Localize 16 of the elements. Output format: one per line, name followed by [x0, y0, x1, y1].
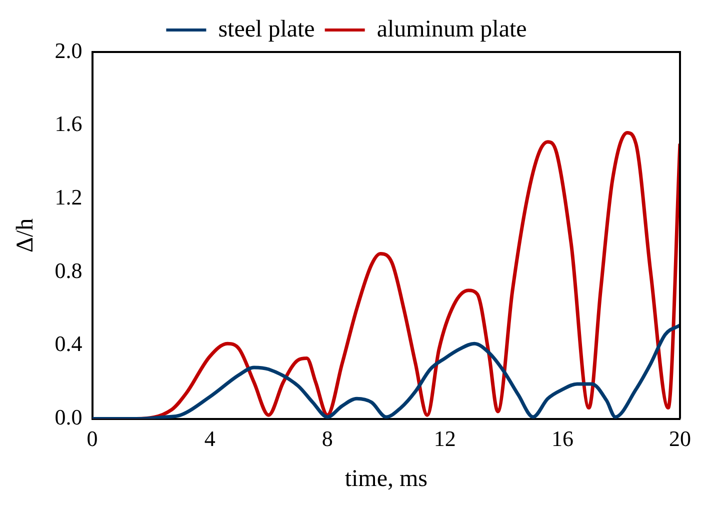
y-tick-label: 2.0 — [54, 38, 82, 63]
x-tick-label: 8 — [322, 426, 333, 451]
legend-label: aluminum plate — [376, 16, 527, 42]
x-tick-label: 12 — [434, 426, 456, 451]
x-tick-label: 4 — [204, 426, 216, 451]
x-axis-title: time, ms — [344, 466, 428, 492]
y-tick-label: 0.8 — [54, 258, 82, 283]
y-tick-label: 0.4 — [54, 331, 82, 356]
y-tick-label: 1.6 — [54, 111, 82, 136]
x-tick-label: 20 — [669, 426, 691, 451]
y-axis-title: Δ/h — [12, 218, 39, 252]
x-tick-label: 16 — [551, 426, 574, 451]
y-tick-label: 1.2 — [54, 184, 82, 210]
y-tick-label: 0.0 — [54, 404, 82, 430]
x-tick-label: 0 — [86, 426, 98, 451]
legend-label: steel plate — [218, 16, 315, 42]
